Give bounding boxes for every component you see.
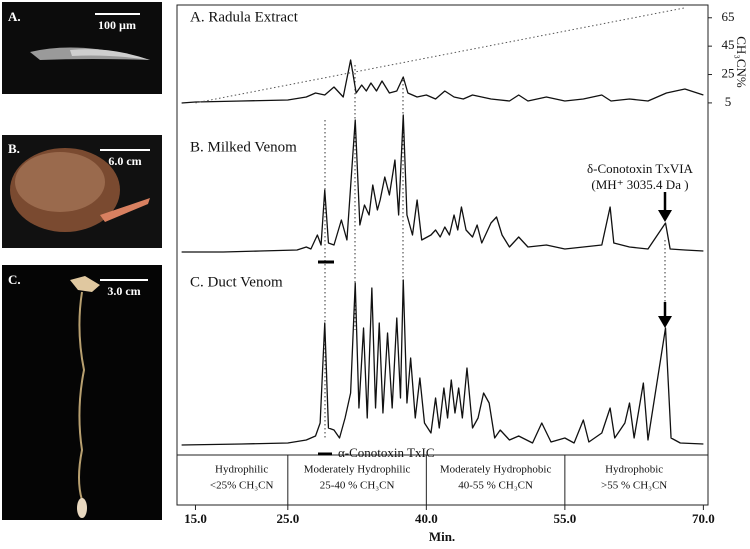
chromatogram	[181, 59, 704, 104]
region-range: >55 % CH₃CN	[601, 480, 667, 492]
region-label: Hydrophilic	[215, 464, 268, 476]
photo-label: A.	[8, 9, 21, 24]
x-tick-label: 40.0	[415, 511, 438, 526]
annotation: (MH⁺ 3035.4 Da )	[591, 177, 688, 192]
y2-tick-label: 25	[722, 66, 735, 81]
chromatogram	[181, 114, 704, 253]
region-range: <25% CH₃CN	[210, 480, 274, 492]
trace-label: A. Radula Extract	[190, 9, 299, 25]
gradient-line	[195, 7, 686, 104]
y2-axis-label: CH₃CN%	[734, 36, 749, 88]
photo-c	[2, 265, 162, 520]
y2-tick-label: 5	[725, 94, 732, 109]
photo-a	[2, 2, 162, 94]
annotation: α-Conotoxin TxIC	[338, 445, 435, 460]
x-tick-label: 25.0	[276, 511, 299, 526]
region-label: Hydrophobic	[605, 464, 663, 476]
scale-label: 6.0 cm	[108, 154, 141, 168]
region-range: 25-40 % CH₃CN	[320, 480, 395, 492]
x-tick-label: 70.0	[692, 511, 715, 526]
trace-label: B. Milked Venom	[190, 139, 297, 155]
region-label: Moderately Hydrophilic	[304, 464, 411, 476]
region-range: 40-55 % CH₃CN	[458, 480, 533, 492]
plot-frame	[176, 4, 709, 506]
chromatogram	[181, 279, 704, 446]
x-tick-label: 15.0	[184, 511, 207, 526]
region-label: Moderately Hydrophobic	[440, 464, 552, 476]
trace-label: C. Duct Venom	[190, 274, 283, 290]
x-tick-label: 55.0	[553, 511, 576, 526]
x-axis-label: Min.	[429, 529, 455, 544]
y2-tick-label: 45	[722, 37, 735, 52]
scale-label: 3.0 cm	[107, 284, 140, 298]
annotation: δ-Conotoxin TxVIA	[587, 161, 694, 176]
photo-label: B.	[8, 141, 20, 156]
y2-tick-label: 65	[722, 9, 735, 24]
scale-label: 100 µm	[98, 18, 136, 32]
arrows	[318, 192, 672, 456]
photo-label: C.	[8, 272, 21, 287]
photo-b	[2, 135, 162, 248]
